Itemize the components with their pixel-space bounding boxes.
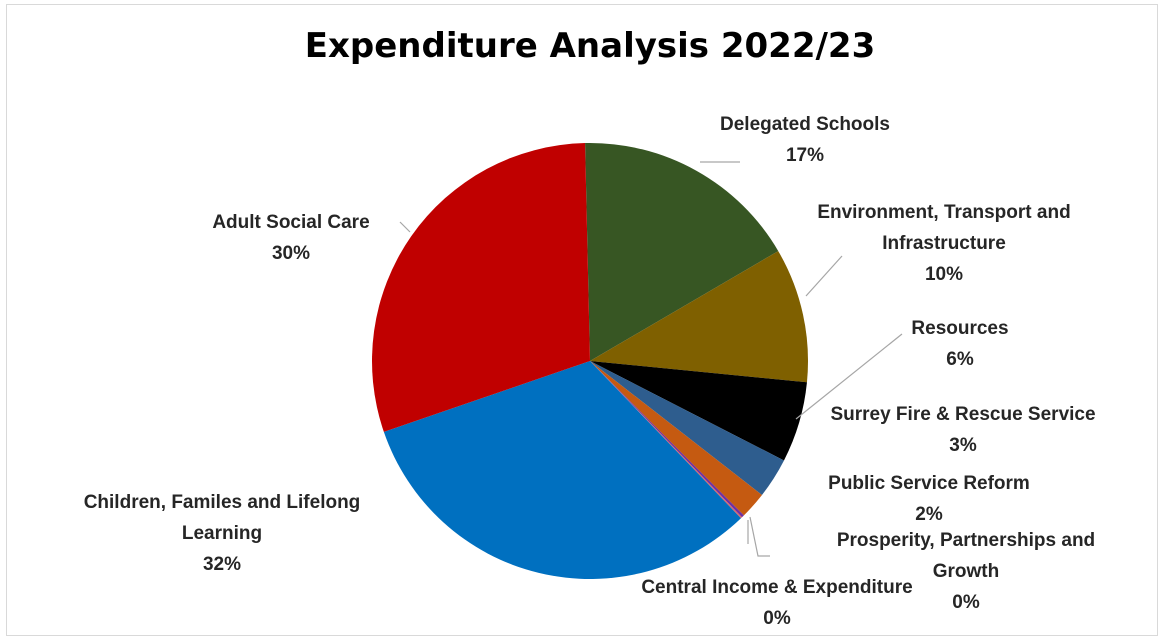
slice-category-label: Infrastructure bbox=[882, 233, 1006, 254]
leader-line bbox=[399, 221, 411, 233]
chart-title: Expenditure Analysis 2022/23 bbox=[304, 26, 876, 66]
slice-percent-label: 0% bbox=[763, 608, 791, 629]
leader-line bbox=[795, 333, 903, 420]
pie-slice bbox=[590, 251, 808, 383]
slice-category-label: Public Service Reform bbox=[828, 473, 1030, 494]
pie-slices bbox=[372, 142, 808, 579]
slice-percent-label: 3% bbox=[949, 435, 977, 456]
pie-slice bbox=[590, 361, 742, 519]
slice-percent-label: 17% bbox=[786, 145, 824, 166]
leader-line bbox=[805, 255, 843, 297]
pie-slice bbox=[590, 361, 807, 461]
slice-percent-label: 30% bbox=[272, 243, 310, 264]
slice-percent-label: 0% bbox=[952, 592, 980, 613]
slice-percent-label: 32% bbox=[203, 554, 241, 575]
slice-category-label: Delegated Schools bbox=[720, 114, 890, 135]
data-labels: Delegated Schools 17% Environment, Transpo… bbox=[84, 114, 1096, 629]
slice-category-label: Resources bbox=[911, 318, 1008, 339]
pie-slice bbox=[585, 142, 779, 361]
leader-lines bbox=[399, 161, 903, 557]
slice-category-label: Environment, Transport and bbox=[817, 202, 1070, 223]
pie-slice bbox=[383, 361, 741, 579]
slice-category-label: Learning bbox=[182, 523, 262, 544]
pie-slice bbox=[372, 143, 590, 432]
slice-category-label: Surrey Fire & Rescue Service bbox=[830, 404, 1095, 425]
pie-slice bbox=[590, 361, 762, 516]
slice-category-label: Children, Familes and Lifelong bbox=[84, 492, 361, 513]
pie-slice bbox=[590, 361, 744, 518]
pie-slice bbox=[590, 361, 784, 495]
slice-category-label: Central Income & Expenditure bbox=[641, 577, 912, 598]
slice-percent-label: 2% bbox=[915, 504, 943, 525]
slice-category-label: Growth bbox=[933, 561, 1000, 582]
slice-percent-label: 10% bbox=[925, 264, 963, 285]
slice-percent-label: 6% bbox=[946, 349, 974, 370]
slice-category-label: Adult Social Care bbox=[212, 212, 369, 233]
slice-category-label: Prosperity, Partnerships and bbox=[837, 530, 1095, 551]
leader-line bbox=[749, 516, 770, 557]
